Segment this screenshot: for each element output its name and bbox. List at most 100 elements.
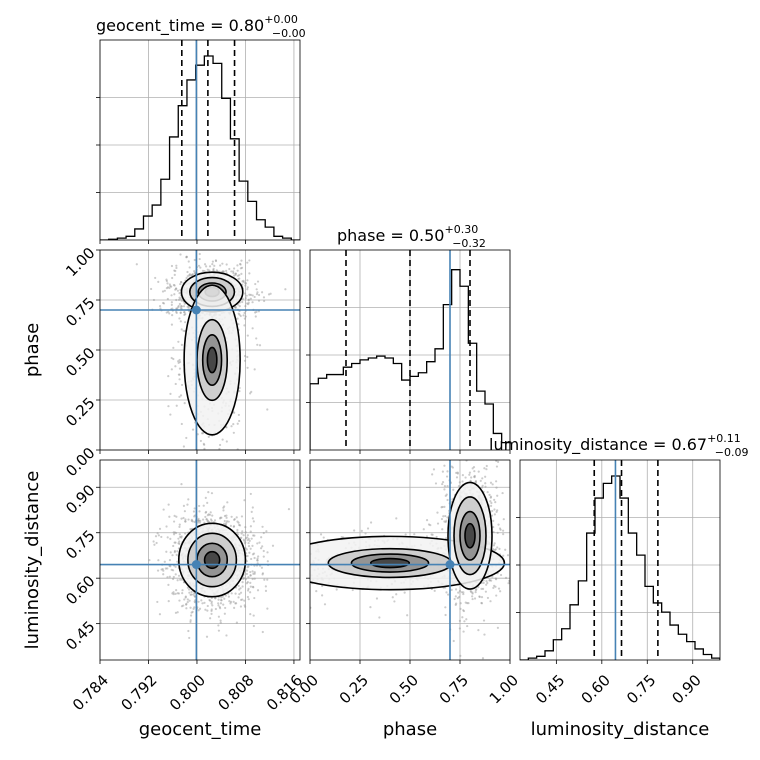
scatter-point	[168, 286, 171, 290]
xtick-label: 0.60	[578, 671, 614, 707]
scatter-point	[175, 310, 178, 313]
scatter-point	[253, 556, 256, 560]
truth-marker	[191, 560, 201, 570]
scatter-point	[459, 607, 462, 610]
scatter-point	[232, 270, 235, 273]
scatter-point	[241, 581, 244, 584]
scatter-point	[161, 301, 165, 305]
scatter-point	[457, 485, 461, 488]
scatter-point	[462, 592, 465, 596]
scatter-point	[244, 284, 247, 287]
scatter-point	[225, 516, 228, 519]
panel-frame	[309, 459, 511, 661]
xlabel-luminosity-distance: luminosity_distance	[531, 719, 710, 740]
scatter-point	[478, 595, 481, 598]
scatter-point	[308, 522, 310, 524]
scatter-point	[185, 603, 188, 606]
scatter-point	[249, 591, 252, 594]
scatter-point	[253, 572, 256, 575]
scatter-point	[504, 548, 507, 551]
scatter-point	[168, 575, 171, 578]
scatter-point	[190, 590, 193, 593]
scatter-point	[158, 304, 162, 308]
scatter-point	[198, 521, 202, 524]
density-contour	[369, 557, 411, 569]
svg-text:phase = 0.50+0.30−0.32: phase = 0.50+0.30 −0.32	[337, 223, 486, 250]
scatter-point	[193, 258, 196, 262]
scatter-point	[422, 528, 425, 531]
scatter-point	[260, 536, 263, 539]
scatter-point	[210, 492, 214, 495]
scatter-point	[433, 589, 436, 592]
scatter-point	[445, 475, 449, 478]
scatter-point	[240, 259, 243, 262]
scatter-point	[193, 507, 196, 510]
scatter-point	[246, 355, 249, 359]
scatter-point	[276, 592, 278, 594]
histogram-step	[310, 269, 510, 450]
scatter-point	[496, 531, 499, 534]
scatter-point	[446, 484, 449, 488]
scatter-point	[166, 536, 169, 539]
scatter-point	[480, 587, 483, 591]
scatter-point	[444, 613, 447, 617]
scatter-point	[278, 558, 280, 560]
scatter-point	[165, 311, 168, 314]
scatter-point	[289, 566, 291, 568]
scatter-point	[244, 315, 247, 318]
scatter-point	[174, 573, 177, 576]
scatter-point	[491, 509, 494, 513]
scatter-point	[187, 518, 190, 521]
scatter-point	[182, 305, 186, 308]
density-contour	[203, 550, 221, 570]
scatter-point	[230, 515, 233, 518]
scatter-point	[201, 269, 205, 272]
scatter-point	[177, 298, 181, 301]
scatter-point	[192, 593, 195, 596]
title-phase: phase = 0.50+0.30 −0.32	[337, 223, 486, 250]
scatter-point	[173, 541, 176, 544]
scatter-point	[240, 598, 243, 601]
scatter-point	[222, 245, 224, 247]
scatter-point	[266, 558, 268, 560]
scatter-point	[244, 304, 247, 308]
scatter-point	[217, 602, 220, 605]
scatter-point	[160, 568, 163, 571]
scatter-point	[184, 518, 187, 521]
scatter-point	[245, 572, 248, 576]
scatter-point	[242, 314, 245, 317]
scatter-point	[170, 368, 173, 371]
ytick-label: 0.25	[62, 394, 98, 430]
scatter-point	[489, 496, 492, 499]
scatter-point	[453, 597, 456, 601]
scatter-point	[211, 604, 214, 607]
scatter-point	[183, 464, 185, 466]
scatter-point	[188, 274, 191, 277]
scatter-point	[255, 288, 258, 291]
scatter-point	[220, 598, 223, 602]
scatter-point	[493, 498, 496, 501]
scatter-point	[210, 602, 213, 605]
scatter-point	[461, 616, 464, 619]
scatter-point	[162, 569, 165, 572]
scatter-point	[167, 405, 170, 408]
scatter-point	[486, 491, 489, 494]
scatter-point	[443, 464, 446, 467]
scatter-point	[443, 488, 446, 491]
scatter-point	[446, 516, 449, 519]
scatter-point	[493, 508, 496, 511]
scatter-point	[483, 633, 486, 636]
scatter-point	[168, 515, 171, 518]
scatter-point	[306, 552, 308, 554]
scatter-point	[323, 603, 327, 606]
scatter-point	[162, 508, 165, 511]
scatter-point	[473, 470, 476, 473]
scatter-point	[251, 517, 254, 520]
scatter-point	[249, 392, 252, 395]
scatter-point	[237, 521, 240, 524]
scatter-point	[483, 467, 486, 470]
scatter-point	[172, 544, 175, 548]
scatter-point	[207, 491, 210, 494]
scatter-point	[179, 282, 182, 286]
scatter-point	[441, 482, 444, 486]
